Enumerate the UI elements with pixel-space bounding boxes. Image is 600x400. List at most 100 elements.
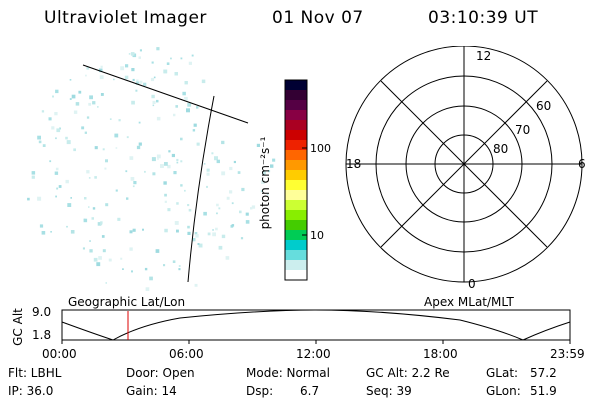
emission-speckle bbox=[261, 180, 265, 184]
emission-speckle bbox=[56, 128, 61, 133]
emission-speckle bbox=[240, 237, 244, 240]
emission-speckle bbox=[75, 102, 80, 106]
emission-speckle bbox=[194, 232, 198, 235]
emission-speckle bbox=[152, 104, 155, 107]
emission-speckle bbox=[149, 276, 153, 281]
emission-speckle bbox=[160, 164, 164, 168]
gain-info: Gain: 14 bbox=[126, 384, 177, 398]
emission-speckle bbox=[52, 95, 54, 98]
mlt-label-noon: 12 bbox=[476, 49, 491, 63]
emission-speckle bbox=[100, 221, 103, 224]
mlt-label-dusk: 18 bbox=[346, 157, 361, 171]
emission-speckle bbox=[58, 185, 62, 188]
colorbar-tick-label: 100 bbox=[310, 142, 331, 155]
observation-time: 03:10:39 UT bbox=[428, 8, 539, 28]
emission-speckle bbox=[86, 66, 90, 70]
emission-speckle bbox=[260, 190, 263, 193]
emission-speckle bbox=[129, 156, 134, 160]
emission-speckle bbox=[250, 207, 253, 210]
emission-speckle bbox=[262, 171, 266, 175]
emission-speckle bbox=[207, 232, 211, 236]
emission-speckle bbox=[212, 232, 216, 237]
colorbar: 100 10 bbox=[284, 79, 331, 281]
emission-speckle bbox=[109, 118, 112, 120]
emission-speckle bbox=[131, 270, 133, 273]
emission-speckle bbox=[150, 77, 155, 82]
emission-speckle bbox=[125, 64, 129, 68]
emission-speckle bbox=[226, 196, 230, 200]
emission-speckle bbox=[138, 56, 141, 59]
colorbar-color-cell bbox=[285, 110, 307, 121]
emission-speckle bbox=[130, 177, 135, 181]
emission-speckle bbox=[237, 171, 241, 174]
emission-speckle bbox=[69, 79, 72, 81]
emission-speckle bbox=[192, 129, 196, 132]
emission-speckle bbox=[84, 131, 87, 134]
emission-speckle bbox=[100, 93, 104, 96]
colorbar-color-cell bbox=[285, 270, 307, 281]
emission-speckle bbox=[239, 210, 242, 214]
emission-speckle bbox=[156, 47, 160, 51]
emission-speckle bbox=[124, 75, 129, 80]
emission-speckle bbox=[105, 282, 107, 284]
emission-speckle bbox=[176, 158, 179, 161]
emission-speckle bbox=[171, 153, 175, 158]
emission-speckle bbox=[251, 205, 256, 209]
emission-speckle bbox=[272, 158, 276, 162]
emission-speckle bbox=[132, 228, 136, 232]
emission-speckle bbox=[225, 256, 230, 260]
emission-speckle bbox=[135, 89, 138, 92]
emission-speckle bbox=[70, 230, 75, 234]
emission-speckle bbox=[163, 69, 168, 74]
emission-speckle bbox=[91, 217, 94, 220]
altitude-curve bbox=[61, 309, 571, 341]
emission-speckle bbox=[174, 221, 179, 225]
emission-speckle bbox=[206, 172, 210, 176]
emission-speckle bbox=[50, 231, 52, 233]
timeline-right-label: Apex MLat/MLT bbox=[424, 295, 514, 309]
emission-speckle bbox=[176, 229, 179, 233]
emission-speckle bbox=[42, 144, 46, 147]
emission-speckle bbox=[193, 123, 197, 127]
emission-speckle bbox=[92, 207, 96, 210]
emission-speckle bbox=[216, 159, 220, 164]
emission-speckle bbox=[114, 133, 119, 138]
timeline-frame bbox=[61, 309, 571, 341]
emission-speckle bbox=[54, 171, 59, 175]
emission-speckle bbox=[245, 220, 250, 224]
colorbar-color-cell bbox=[285, 230, 307, 241]
mlt-label-dawn: 6 bbox=[578, 157, 586, 171]
timeline-x-tick: 23:59 bbox=[550, 347, 585, 361]
emission-speckle bbox=[153, 76, 156, 79]
emission-speckle bbox=[156, 154, 161, 159]
emission-speckle bbox=[164, 193, 167, 197]
emission-speckle bbox=[126, 136, 129, 139]
lat-label: 70 bbox=[515, 123, 530, 137]
emission-speckle bbox=[73, 110, 78, 114]
glat-value: 57.2 bbox=[530, 366, 557, 380]
emission-speckle bbox=[256, 143, 260, 147]
emission-speckle bbox=[176, 161, 179, 164]
emission-speckle bbox=[55, 167, 59, 171]
emission-speckle bbox=[135, 81, 140, 85]
colorbar-color-cell bbox=[285, 100, 307, 111]
seq-info: Seq: 39 bbox=[366, 384, 412, 398]
emission-speckle bbox=[138, 121, 141, 124]
emission-speckle bbox=[38, 140, 42, 144]
emission-speckle bbox=[51, 126, 55, 130]
emission-speckle bbox=[151, 157, 156, 162]
uv-emission-speckles bbox=[27, 47, 276, 291]
emission-speckle bbox=[203, 163, 206, 165]
timeline-ticks bbox=[61, 340, 571, 344]
emission-speckle bbox=[142, 228, 144, 231]
emission-speckle bbox=[139, 49, 142, 52]
emission-speckle bbox=[151, 61, 154, 64]
emission-speckle bbox=[81, 126, 85, 130]
emission-speckle bbox=[65, 179, 69, 184]
colorbar-color-cell bbox=[285, 220, 307, 231]
timeline-x-tick: 18:00 bbox=[423, 347, 458, 361]
emission-speckle bbox=[180, 137, 183, 141]
emission-speckle bbox=[136, 145, 141, 150]
emission-speckle bbox=[206, 168, 210, 172]
emission-speckle bbox=[31, 175, 35, 179]
